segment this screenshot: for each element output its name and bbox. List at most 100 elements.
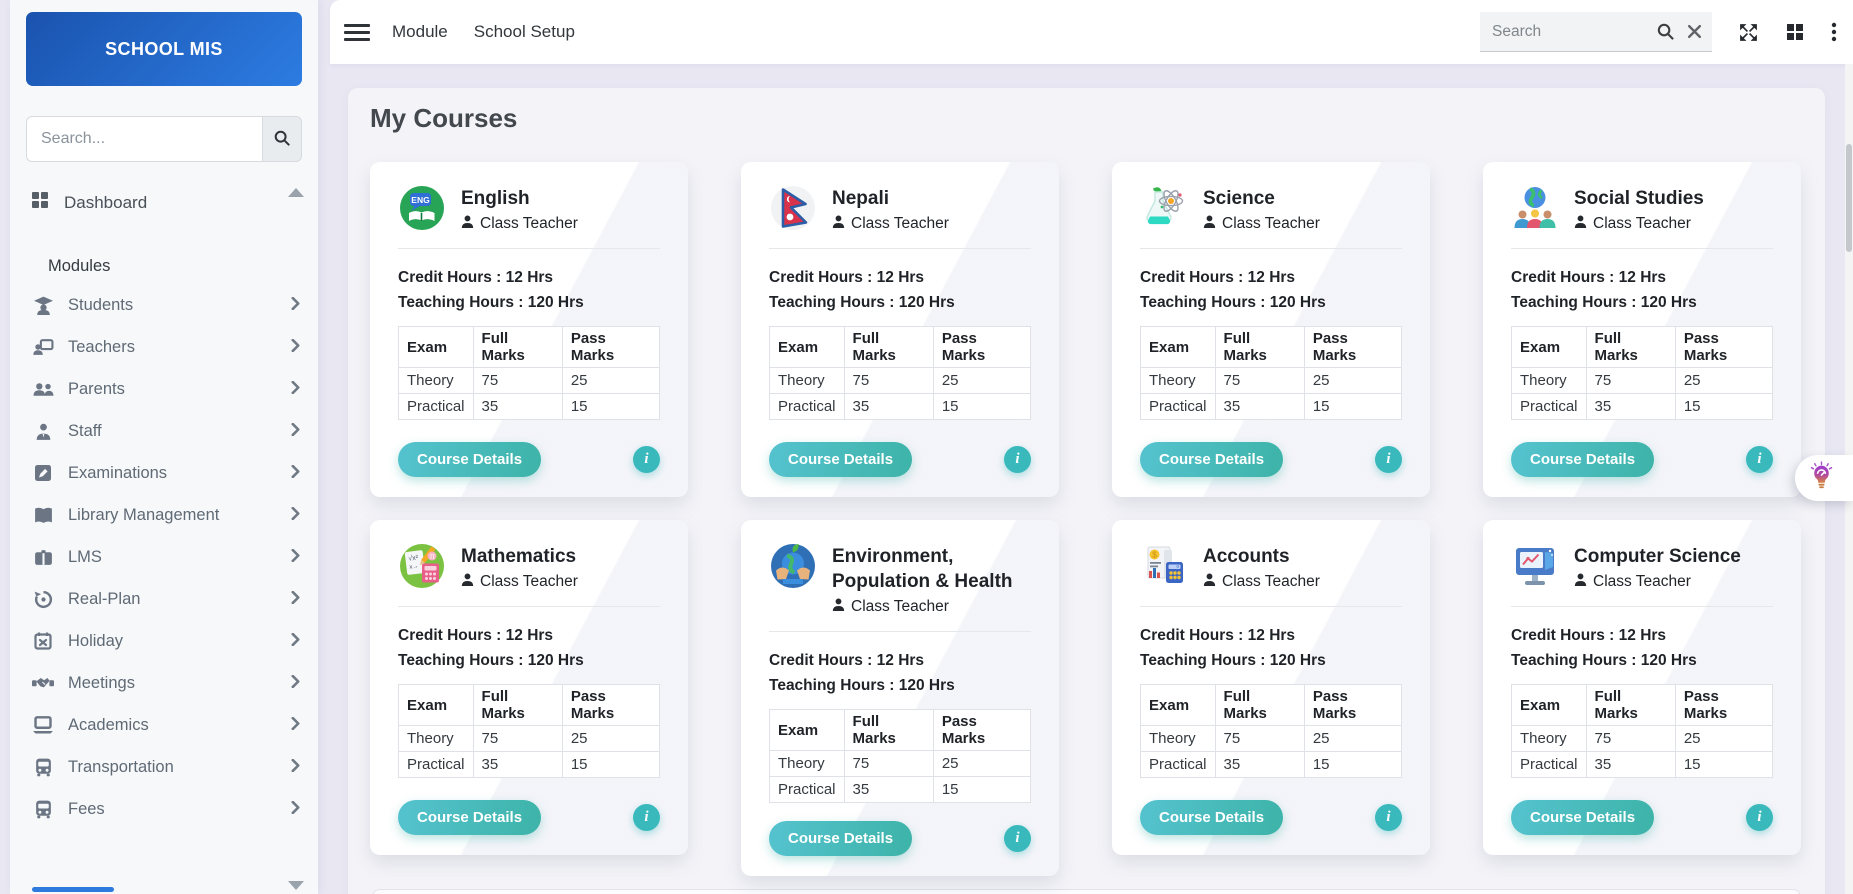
- sidebar-scroll-up-icon[interactable]: [288, 188, 304, 197]
- course-details-button[interactable]: Course Details: [1140, 800, 1284, 835]
- table-row-theory: Theory 75 25: [769, 367, 1032, 395]
- marks-table: Exam Full Marks Pass Marks Theory 75 25 …: [398, 684, 661, 779]
- sidebar-search-input[interactable]: [26, 116, 262, 162]
- course-title: Social Studies: [1574, 188, 1704, 209]
- my-courses-panel: My Courses ENG English Class Teacher Cre…: [348, 88, 1825, 894]
- topbar-search-input[interactable]: [1492, 22, 1644, 41]
- cell-pass-marks: 15: [1674, 393, 1774, 421]
- marks-table: Exam Full Marks Pass Marks Theory 75 25 …: [1140, 684, 1403, 779]
- nav-module[interactable]: Module: [392, 22, 448, 41]
- kebab-menu-icon[interactable]: [1831, 22, 1837, 42]
- course-card-footer: Course Details i: [1140, 424, 1402, 477]
- person-icon: [832, 215, 845, 233]
- course-details-button[interactable]: Course Details: [1511, 442, 1655, 477]
- credit-hours: Credit Hours : 12 Hrs: [1140, 627, 1296, 645]
- sidebar-item-holiday[interactable]: Holiday: [10, 620, 308, 662]
- sidebar: SCHOOL MIS Dashboard Modules Students Te…: [10, 0, 318, 894]
- marks-table: Exam Full Marks Pass Marks Theory 75 25 …: [769, 709, 1032, 804]
- modules-section-label: Modules: [48, 257, 111, 275]
- sidebar-item-staff[interactable]: Staff: [10, 410, 308, 452]
- sidebar-item-examinations[interactable]: Examinations: [10, 452, 308, 494]
- sidebar-scroll-down-icon[interactable]: [288, 881, 304, 890]
- sidebar-item-realplan[interactable]: Real-Plan: [10, 578, 308, 620]
- cell-pass-marks: 25: [932, 367, 1032, 395]
- info-icon[interactable]: i: [1004, 446, 1031, 473]
- course-details-button[interactable]: Course Details: [1511, 800, 1655, 835]
- course-details-button[interactable]: Course Details: [769, 442, 913, 477]
- marks-table-header-row: Exam Full Marks Pass Marks: [1511, 684, 1774, 727]
- nav-school-setup[interactable]: School Setup: [473, 22, 575, 41]
- col-full-marks: Full Marks: [1585, 684, 1676, 727]
- info-icon[interactable]: i: [633, 446, 660, 473]
- fullscreen-icon[interactable]: [1738, 22, 1759, 43]
- cell-pass-marks: 15: [932, 776, 1032, 804]
- credit-hours: Credit Hours : 12 Hrs: [398, 627, 554, 645]
- search-icon[interactable]: [1656, 22, 1675, 41]
- course-teacher: Class Teacher: [461, 215, 578, 233]
- info-icon[interactable]: i: [1375, 446, 1402, 473]
- sidebar-item-parents[interactable]: Parents: [10, 368, 308, 410]
- course-teacher-label: Class Teacher: [1593, 215, 1691, 233]
- sidebar-item-fees[interactable]: Fees: [10, 788, 308, 830]
- info-icon[interactable]: i: [633, 804, 660, 831]
- main-scrollbar-thumb[interactable]: [1846, 144, 1852, 252]
- staff-icon: [32, 421, 54, 442]
- sidebar-item-dashboard[interactable]: Dashboard: [10, 178, 318, 227]
- svg-text:$: $: [1152, 551, 1157, 560]
- students-icon: [32, 295, 54, 316]
- table-row-theory: Theory 75 25: [769, 750, 1032, 778]
- course-details-button[interactable]: Course Details: [769, 821, 913, 857]
- course-teacher-label: Class Teacher: [851, 215, 949, 233]
- info-icon[interactable]: i: [1375, 804, 1402, 831]
- credit-hours: Credit Hours : 12 Hrs: [1140, 269, 1296, 287]
- sidebar-item-label: Real-Plan: [68, 589, 141, 608]
- sidebar-item-label: Parents: [68, 379, 125, 398]
- cell-full-marks: 75: [1214, 367, 1305, 395]
- course-details-button[interactable]: Course Details: [398, 800, 542, 835]
- col-pass-marks: Pass Marks: [932, 709, 1032, 752]
- sidebar-item-academics[interactable]: Academics: [10, 704, 308, 746]
- sidebar-search-button[interactable]: [262, 116, 302, 162]
- cell-exam: Practical: [1511, 393, 1587, 421]
- course-title: English: [461, 188, 530, 209]
- course-details-button[interactable]: Course Details: [1140, 442, 1284, 477]
- sidebar-item-library[interactable]: Library Management: [10, 494, 308, 536]
- table-row-theory: Theory 75 25: [1140, 725, 1403, 753]
- clear-icon[interactable]: [1687, 24, 1702, 39]
- course-teacher-label: Class Teacher: [1222, 573, 1320, 591]
- person-icon: [1574, 573, 1587, 591]
- sidebar-item-students[interactable]: Students: [10, 284, 308, 326]
- col-full-marks: Full Marks: [843, 326, 934, 369]
- course-card-footer: Course Details i: [1140, 782, 1402, 835]
- sidebar-item-transportation[interactable]: Transportation: [10, 746, 308, 788]
- col-pass-marks: Pass Marks: [1303, 684, 1403, 727]
- sidebar-scrollbar-thumb[interactable]: [32, 887, 114, 892]
- sidebar-item-teachers[interactable]: Teachers: [10, 326, 308, 368]
- col-full-marks: Full Marks: [472, 684, 563, 727]
- divider: [398, 606, 660, 608]
- marks-table: Exam Full Marks Pass Marks Theory 75 25 …: [398, 326, 661, 421]
- cell-pass-marks: 25: [1674, 725, 1774, 753]
- course-card-footer: Course Details i: [769, 803, 1031, 857]
- chevron-right-icon: [291, 296, 300, 315]
- course-card: ENG English Class Teacher Credit Hours :…: [370, 162, 688, 497]
- divider: [1511, 248, 1773, 250]
- search-icon: [273, 129, 291, 150]
- sidebar-item-meetings[interactable]: Meetings: [10, 662, 308, 704]
- info-icon[interactable]: i: [1004, 825, 1031, 853]
- course-card-footer: Course Details i: [1511, 424, 1773, 477]
- hamburger-menu-icon[interactable]: [344, 20, 370, 45]
- helper-widget-button[interactable]: [1795, 455, 1853, 501]
- teaching-hours: Teaching Hours : 120 Hrs: [1140, 652, 1326, 670]
- sidebar-item-label: Students: [68, 295, 134, 314]
- info-icon[interactable]: i: [1746, 804, 1773, 831]
- teaching-hours: Teaching Hours : 120 Hrs: [398, 652, 584, 670]
- grid-icon[interactable]: [1785, 22, 1805, 42]
- info-icon[interactable]: i: [1746, 446, 1773, 473]
- course-details-button[interactable]: Course Details: [398, 442, 542, 477]
- chevron-right-icon: [291, 800, 300, 819]
- chevron-right-icon: [291, 758, 300, 777]
- sidebar-item-lms[interactable]: LMS: [10, 536, 308, 578]
- col-exam: Exam: [1511, 684, 1587, 727]
- course-card-header: ENG English Class Teacher: [398, 184, 660, 233]
